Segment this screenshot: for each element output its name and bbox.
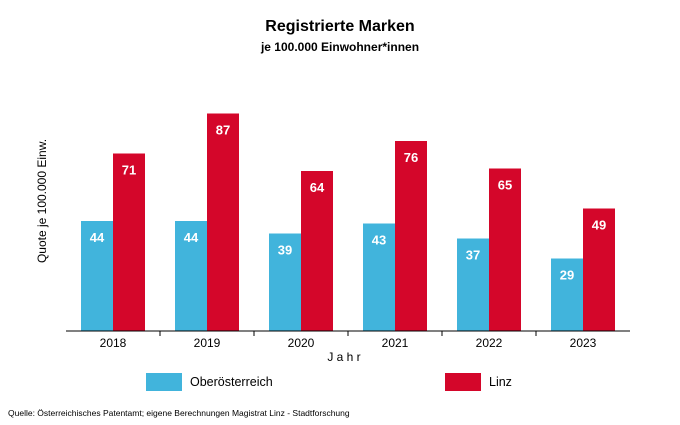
x-axis-label: J a h r	[327, 350, 360, 364]
bar-ober-sterreich-2021	[363, 223, 395, 331]
bar-ober-sterreich-2019	[175, 221, 207, 331]
data-label-linz-2020: 64	[310, 180, 325, 195]
source-note: Quelle: Österreichisches Patentamt; eige…	[8, 408, 350, 418]
data-label-linz-2023: 49	[592, 218, 606, 233]
legend-swatch-oberoesterreich	[146, 373, 182, 391]
bar-linz-2018	[113, 153, 145, 331]
chart-title: Registrierte Marken	[265, 18, 414, 35]
data-label-ober-sterreich-2020: 39	[278, 243, 292, 258]
x-tick-label-2022: 2022	[476, 336, 503, 350]
x-tick-label-2021: 2021	[382, 336, 409, 350]
data-label-ober-sterreich-2019: 44	[184, 230, 199, 245]
x-tick-label-2023: 2023	[570, 336, 597, 350]
x-tick-label-2018: 2018	[100, 336, 127, 350]
data-label-ober-sterreich-2021: 43	[372, 233, 386, 248]
x-ticks-layer: 2018 2019 2020 2021 2022 2023	[100, 331, 597, 350]
legend-label-linz: Linz	[489, 375, 512, 389]
legend-item-linz: Linz	[445, 373, 512, 391]
bars-layer: 44 71 44 87 39 64 43 76 37 65 29 49	[81, 113, 615, 331]
bar-linz-2023	[583, 208, 615, 331]
data-label-linz-2022: 65	[498, 178, 512, 193]
bar-linz-2020	[301, 171, 333, 331]
chart-subtitle: je 100.000 Einwohner*innen	[260, 40, 419, 54]
bar-linz-2019	[207, 113, 239, 331]
data-label-ober-sterreich-2023: 29	[560, 268, 574, 283]
bar-linz-2022	[489, 168, 521, 331]
bar-ober-sterreich-2023	[551, 258, 583, 331]
data-label-linz-2021: 76	[404, 150, 418, 165]
legend-label-oberoesterreich: Oberösterreich	[190, 375, 273, 389]
x-tick-label-2019: 2019	[194, 336, 221, 350]
bar-ober-sterreich-2022	[457, 238, 489, 331]
data-label-linz-2018: 71	[122, 163, 136, 178]
legend-item-oberoesterreich: Oberösterreich	[146, 373, 273, 391]
bar-ober-sterreich-2020	[269, 233, 301, 331]
legend-swatch-linz	[445, 373, 481, 391]
x-tick-label-2020: 2020	[288, 336, 315, 350]
bar-linz-2021	[395, 141, 427, 331]
data-label-linz-2019: 87	[216, 123, 230, 138]
data-label-ober-sterreich-2022: 37	[466, 248, 480, 263]
bar-ober-sterreich-2018	[81, 221, 113, 331]
data-label-ober-sterreich-2018: 44	[90, 230, 105, 245]
y-axis-label: Quote je 100.000 Einw.	[35, 139, 49, 263]
